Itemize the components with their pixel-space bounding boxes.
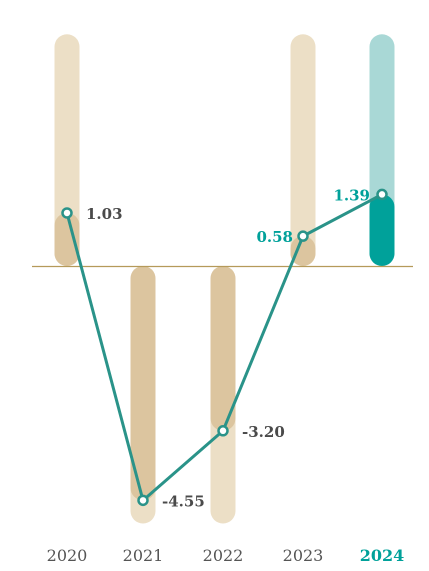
value-bars <box>54 194 395 501</box>
value-label-2021: -4.55 <box>162 492 205 510</box>
x-tick-label-2021: 2021 <box>123 546 164 565</box>
background-bar-2023 <box>290 34 316 266</box>
value-bar-2020 <box>54 212 80 266</box>
value-label-2022: -3.20 <box>242 423 285 441</box>
data-point-2021 <box>137 494 149 507</box>
x-tick-label-2024: 2024 <box>360 546 405 565</box>
x-tick-label-2022: 2022 <box>203 546 244 565</box>
value-bar-2022 <box>210 266 236 431</box>
x-axis-tick-labels: 2020 2021 2022 2023 2024 <box>47 546 405 565</box>
data-point-2020 <box>61 207 73 219</box>
background-bar-2020 <box>54 34 80 266</box>
x-tick-label-2020: 2020 <box>47 546 88 565</box>
data-point-2024 <box>376 188 388 201</box>
data-point-2022 <box>217 425 229 437</box>
data-points <box>61 188 388 507</box>
value-label-2020: 1.03 <box>86 205 123 223</box>
value-bar-2021 <box>130 266 156 501</box>
value-bar-2024 <box>369 194 395 266</box>
data-point-2023 <box>297 230 309 242</box>
value-label-2023: 0.58 <box>256 228 293 246</box>
x-tick-label-2023: 2023 <box>283 546 324 565</box>
value-bar-2023 <box>290 236 316 266</box>
value-label-2024: 1.39 <box>333 186 370 204</box>
value-labels: 1.03 -4.55 -3.20 0.58 1.39 <box>86 186 370 510</box>
